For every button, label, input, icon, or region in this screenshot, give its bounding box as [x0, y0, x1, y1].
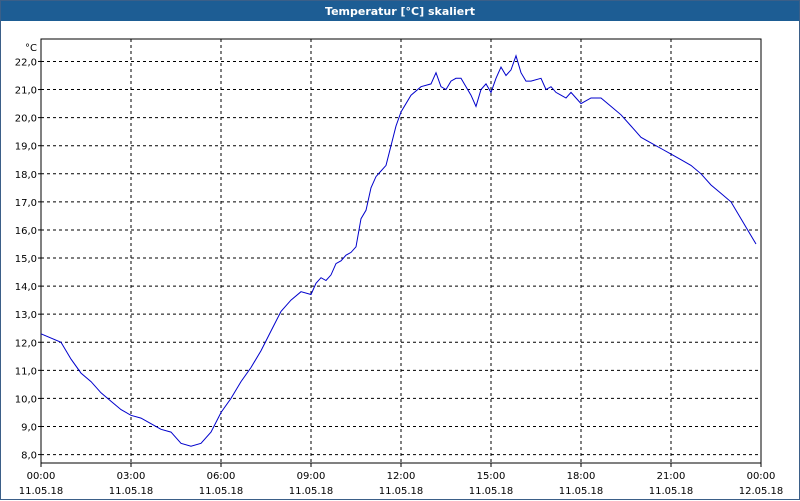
x-tick-time-label: 12:00 — [387, 471, 416, 482]
x-tick-time-label: 15:00 — [477, 471, 506, 482]
y-tick-label: 20,0 — [15, 114, 37, 125]
x-tick-time-label: 09:00 — [297, 471, 326, 482]
y-tick-label: 13,0 — [15, 310, 37, 321]
x-tick-date-label: 11.05.18 — [469, 486, 514, 497]
y-tick-label: 18,0 — [15, 170, 37, 181]
y-tick-label: 9,0 — [21, 422, 37, 433]
y-tick-label: 14,0 — [15, 282, 37, 293]
y-tick-label: 17,0 — [15, 198, 37, 209]
x-tick-date-label: 11.05.18 — [109, 486, 154, 497]
y-tick-label: 11,0 — [15, 366, 37, 377]
x-tick-date-label: 12.05.18 — [739, 486, 784, 497]
y-tick-label: 10,0 — [15, 394, 37, 405]
window-title: Temperatur [°C] skaliert — [1, 1, 799, 21]
y-tick-label: 19,0 — [15, 142, 37, 153]
x-tick-date-label: 11.05.18 — [649, 486, 694, 497]
y-axis-unit: °C — [25, 43, 37, 54]
x-tick-time-label: 06:00 — [207, 471, 236, 482]
x-tick-date-label: 11.05.18 — [19, 486, 64, 497]
x-tick-date-label: 11.05.18 — [559, 486, 604, 497]
temperature-series-line — [40, 54, 757, 447]
x-tick-date-label: 11.05.18 — [289, 486, 334, 497]
y-tick-label: 8,0 — [21, 451, 37, 462]
y-tick-label: 16,0 — [15, 226, 37, 237]
y-tick-label: 22,0 — [15, 57, 37, 68]
x-tick-time-label: 21:00 — [657, 471, 686, 482]
y-axis-ticks: 8,0 9,0 10,0 11,0 12,0 13,0 14,0 15,0 16,0 17,0 18… — [15, 57, 41, 462]
y-tick-label: 21,0 — [15, 86, 37, 97]
x-axis-ticks: 00:00 11.05.18 03:00 11.05.18 06:00 11.05.18 0… — [19, 463, 784, 497]
x-tick-date-label: 11.05.18 — [379, 486, 424, 497]
x-tick-time-label: 03:00 — [117, 471, 146, 482]
y-tick-label: 15,0 — [15, 254, 37, 265]
x-tick-time-label: 00:00 — [747, 471, 776, 482]
x-tick-time-label: 18:00 — [567, 471, 596, 482]
grid-lines — [41, 39, 761, 463]
x-tick-time-label: 00:00 — [27, 471, 56, 482]
x-tick-date-label: 11.05.18 — [199, 486, 244, 497]
y-tick-label: 12,0 — [15, 338, 37, 349]
